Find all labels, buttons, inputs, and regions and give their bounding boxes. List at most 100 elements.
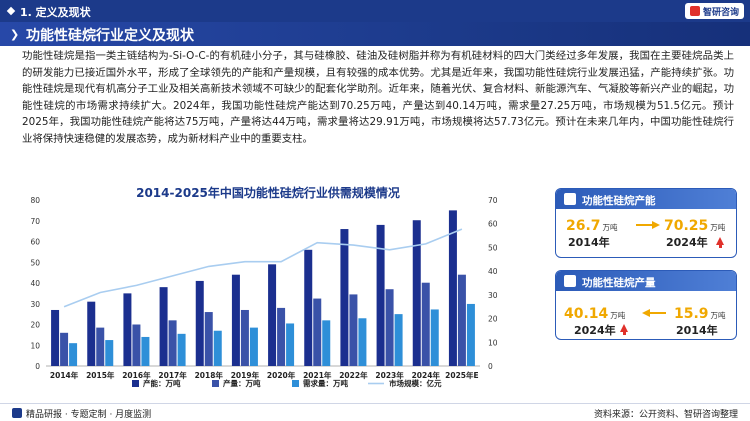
capacity-start-stat: 26.7 万吨 [566, 215, 618, 234]
bar-demand [249, 327, 258, 366]
y-right-tick-label: 70 [488, 196, 498, 205]
bar-demand [177, 333, 186, 366]
output-left-year: 2024年 [574, 324, 616, 337]
footer: 精品研报 · 专题定制 · 月度监测 资料来源：公开资料、智研咨询整理 [0, 403, 750, 421]
y-left-tick-label: 60 [30, 238, 40, 247]
capacity-start-unit: 万吨 [602, 223, 618, 232]
output-left-value: 40.14 [564, 306, 609, 322]
bar-demand [466, 303, 475, 366]
output-card-header: 功能性硅烷产量 [556, 271, 736, 291]
bar-output [385, 289, 394, 366]
line-market-size [63, 228, 463, 308]
capacity-start-year: 2014年 [568, 236, 610, 249]
y-left-tick-label: 50 [30, 258, 40, 267]
bar-output [204, 312, 213, 366]
bar-output [457, 274, 466, 366]
chevron-right-icon: ❯ [10, 28, 20, 41]
supply-demand-chart: 2014-2025年中国功能性硅烷行业供需规模情况 0 10 20 30 40 50 60 7… [22, 182, 514, 398]
output-right-unit: 万吨 [710, 311, 726, 320]
bar-demand [358, 318, 367, 366]
output-right-stat: 15.9 万吨 [674, 303, 726, 322]
bar-capacity [448, 210, 457, 366]
output-card-title: 功能性硅烷产量 [582, 277, 656, 289]
capacity-end-value: 70.25 [664, 218, 709, 234]
legend-label: 市场规模：亿元 [389, 378, 442, 388]
footer-tagline: 精品研报 · 专题定制 · 月度监测 [26, 410, 152, 420]
up-arrow-icon [620, 324, 628, 335]
x-tick-label: 2014年 [50, 370, 79, 380]
capacity-end-unit: 万吨 [710, 223, 726, 232]
output-right-value: 15.9 [674, 306, 709, 322]
legend-label: 产量：万吨 [223, 378, 261, 388]
bar-output [60, 332, 69, 366]
x-tick-label: 2019年 [231, 370, 260, 380]
bar-demand [394, 314, 403, 366]
chart-title: 2014-2025年中国功能性硅烷行业供需规模情况 [136, 186, 400, 200]
x-tick-label: 2015年 [86, 370, 115, 380]
arrow-left-icon [642, 309, 666, 317]
y-right-tick-label: 30 [488, 291, 498, 300]
x-tick-label: 2021年 [303, 370, 332, 380]
bar-capacity [123, 293, 132, 366]
footer-logo-icon [12, 408, 22, 418]
capacity-end-year: 2024年 [666, 236, 708, 249]
bullet-icon [6, 6, 16, 16]
y-right-tick-label: 0 [488, 362, 493, 371]
brand-icon [689, 6, 700, 16]
arrow-right-icon [636, 221, 660, 229]
x-tick-label: 2024年 [412, 370, 441, 380]
output-card: 功能性硅烷产量 40.14 万吨 2024年 15.9 万吨 2014年 [555, 270, 737, 340]
x-tick-label: 2020年 [267, 370, 296, 380]
y-left-tick-label: 30 [30, 300, 40, 309]
footer-source: 资料来源：公开资料、智研咨询整理 [593, 410, 738, 420]
bar-capacity [304, 249, 313, 366]
bar-capacity [159, 287, 168, 366]
output-left-stat: 40.14 万吨 [564, 303, 625, 322]
bar-capacity [412, 220, 421, 366]
bar-capacity [231, 274, 240, 366]
top-bar: 1. 定义及现状 智研咨询 [0, 0, 750, 22]
capacity-card: 功能性硅烷产能 26.7 万吨 2014年 70.25 万吨 2024年 [555, 188, 737, 258]
bar-capacity [376, 224, 385, 366]
y-right-tick-label: 40 [488, 267, 498, 276]
x-tick-label: 2023年 [375, 370, 404, 380]
bar-demand [69, 343, 78, 366]
bar-output [240, 309, 249, 366]
bar-output [313, 298, 322, 366]
legend-swatch [132, 380, 139, 387]
y-right-tick-label: 10 [488, 338, 498, 347]
x-tick-label: 2025年E [445, 370, 479, 380]
bar-capacity [268, 264, 277, 366]
output-left-unit: 万吨 [610, 311, 626, 320]
title-bar: ❯ 功能性硅烷行业定义及现状 [0, 22, 750, 46]
y-left-tick-label: 80 [30, 196, 40, 205]
x-tick-label: 2018年 [195, 370, 224, 380]
bar-capacity [340, 229, 349, 366]
bar-demand [105, 340, 114, 366]
y-right-tick-label: 60 [488, 220, 498, 229]
legend-swatch [212, 380, 219, 387]
y-left-tick-label: 70 [30, 217, 40, 226]
bar-capacity [51, 309, 60, 366]
bar-output [349, 294, 358, 366]
y-left-tick-label: 10 [30, 341, 40, 350]
x-tick-label: 2016年 [122, 370, 151, 380]
x-tick-label: 2017年 [158, 370, 187, 380]
capacity-card-title: 功能性硅烷产能 [582, 195, 656, 207]
y-left-tick-label: 0 [35, 362, 40, 371]
bar-demand [141, 336, 150, 366]
y-left-tick-label: 40 [30, 279, 40, 288]
bar-output [96, 327, 105, 366]
bar-capacity [195, 280, 204, 366]
chart-icon [564, 275, 576, 287]
y-left-tick-label: 20 [30, 321, 40, 330]
bar-output [277, 307, 286, 366]
intro-paragraph: 功能性硅烷是指一类主链结构为-Si-O-C-的有机硅小分子，其与硅橡胶、硅油及硅… [22, 50, 734, 145]
y-right-tick-label: 20 [488, 315, 498, 324]
bar-demand [213, 330, 222, 366]
x-tick-label: 2022年 [339, 370, 368, 380]
capacity-end-stat: 70.25 万吨 [664, 215, 725, 234]
bar-capacity [87, 301, 96, 366]
bar-demand [430, 309, 439, 366]
bar-output [132, 324, 141, 366]
